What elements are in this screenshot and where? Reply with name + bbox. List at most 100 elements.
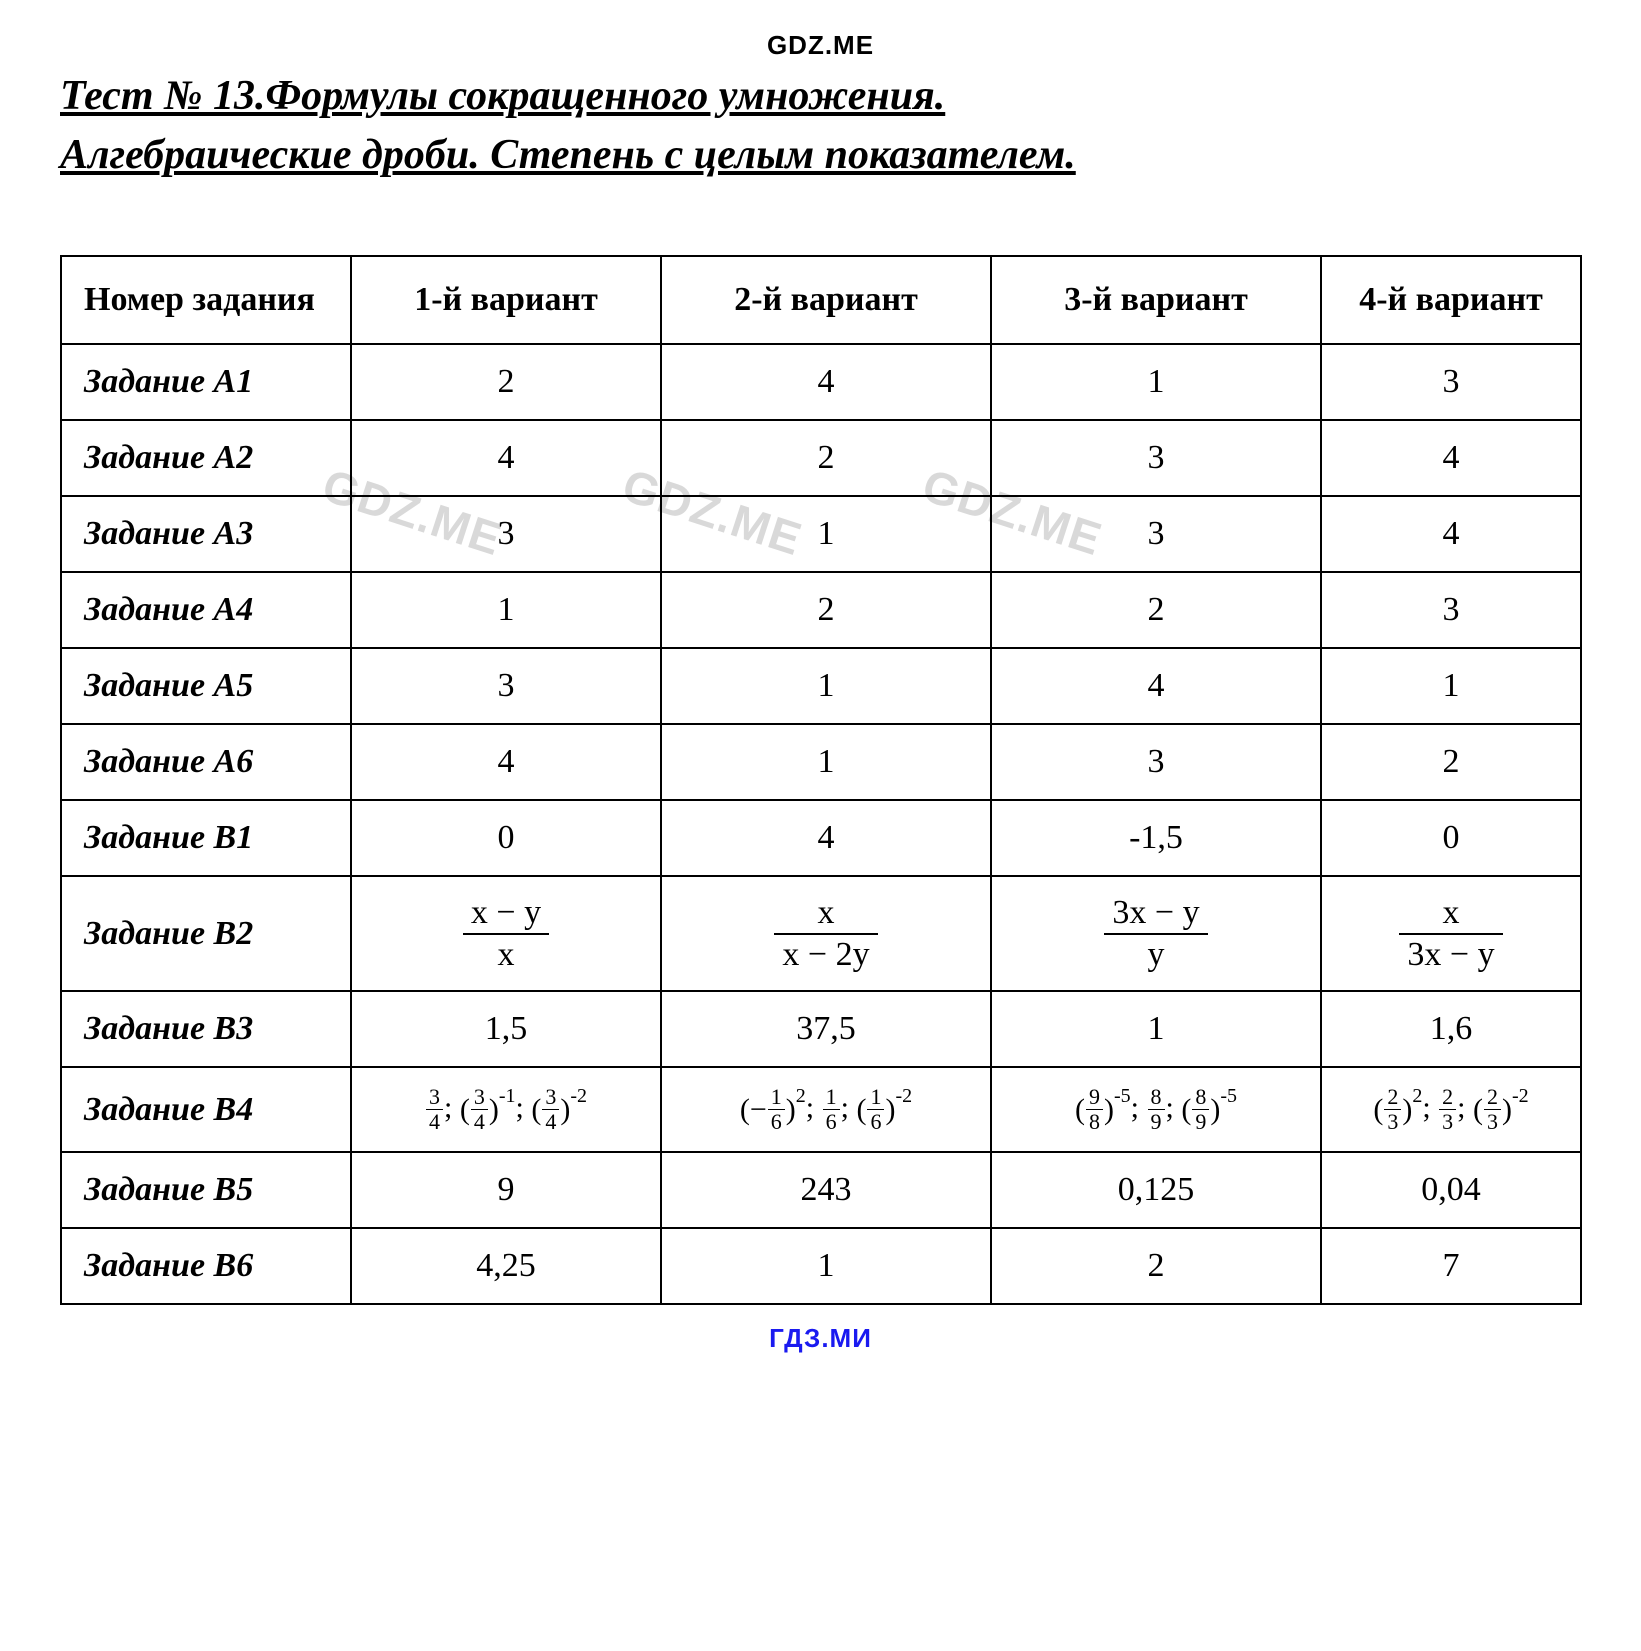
fraction: 89 bbox=[1192, 1086, 1209, 1133]
col-header-v1: 1-й вариант bbox=[351, 256, 661, 345]
table-cell: 34; (34)-1; (34)-2 bbox=[351, 1067, 661, 1152]
table-cell: 0,04 bbox=[1321, 1152, 1581, 1228]
table-cell: 1,6 bbox=[1321, 991, 1581, 1067]
task-label: Задание В2 bbox=[61, 876, 351, 991]
table-cell: x3x − y bbox=[1321, 876, 1581, 991]
table-cell: 2 bbox=[661, 572, 991, 648]
col-header-v4: 4-й вариант bbox=[1321, 256, 1581, 345]
col-header-task: Номер задания bbox=[61, 256, 351, 345]
table-row: Задание А33134 bbox=[61, 496, 1581, 572]
table-cell: 3 bbox=[1321, 572, 1581, 648]
table-cell: 7 bbox=[1321, 1228, 1581, 1304]
title-line-1: Тест № 13.Формулы сокращенного умножения… bbox=[60, 73, 945, 119]
task-label: Задание В4 bbox=[61, 1067, 351, 1152]
fraction: 34 bbox=[426, 1086, 443, 1133]
fraction: x − yx bbox=[463, 895, 549, 972]
table-cell: 1 bbox=[661, 496, 991, 572]
table-cell: 3x − yy bbox=[991, 876, 1321, 991]
table-cell: 1 bbox=[991, 991, 1321, 1067]
task-label: Задание В6 bbox=[61, 1228, 351, 1304]
table-cell: 2 bbox=[661, 420, 991, 496]
task-label: Задание В3 bbox=[61, 991, 351, 1067]
math-expression: x3x − y bbox=[1397, 913, 1504, 950]
page-title: Тест № 13.Формулы сокращенного умножения… bbox=[60, 67, 1581, 185]
task-label: Задание А1 bbox=[61, 344, 351, 420]
table-cell: 2 bbox=[991, 1228, 1321, 1304]
fraction: 16 bbox=[867, 1086, 884, 1133]
table-cell: 3 bbox=[991, 420, 1321, 496]
fraction: 23 bbox=[1384, 1086, 1401, 1133]
fraction: 3x − yy bbox=[1104, 895, 1207, 972]
fraction: 16 bbox=[768, 1086, 785, 1133]
table-row: Задание В64,25127 bbox=[61, 1228, 1581, 1304]
table-cell: 4 bbox=[991, 648, 1321, 724]
table-cell: 3 bbox=[991, 496, 1321, 572]
fraction: 23 bbox=[1439, 1086, 1456, 1133]
col-header-v3: 3-й вариант bbox=[991, 256, 1321, 345]
table-cell: (−16)2; 16; (16)-2 bbox=[661, 1067, 991, 1152]
table-row: Задание В104-1,50 bbox=[61, 800, 1581, 876]
table-cell: 1,5 bbox=[351, 991, 661, 1067]
table-cell: 4 bbox=[661, 344, 991, 420]
page: GDZ.ME Тест № 13.Формулы сокращенного ум… bbox=[0, 0, 1641, 1651]
fraction: 34 bbox=[542, 1086, 559, 1133]
table-cell: 4 bbox=[1321, 420, 1581, 496]
task-label: Задание А3 bbox=[61, 496, 351, 572]
math-expression: x − yx bbox=[461, 913, 551, 950]
table-header-row: Номер задания 1-й вариант 2-й вариант 3-… bbox=[61, 256, 1581, 345]
table-cell: 3 bbox=[991, 724, 1321, 800]
math-expression: xx − 2y bbox=[772, 913, 879, 950]
table-cell: x − yx bbox=[351, 876, 661, 991]
table-row: Задание В4 34; (34)-1; (34)-2 (−16)2; 16; … bbox=[61, 1067, 1581, 1152]
math-expression: 34; (34)-1; (34)-2 bbox=[425, 1091, 587, 1124]
fraction: 34 bbox=[471, 1086, 488, 1133]
table-cell: 2 bbox=[991, 572, 1321, 648]
table-cell: 4 bbox=[351, 420, 661, 496]
task-label: Задание А6 bbox=[61, 724, 351, 800]
table-row: Задание А64132 bbox=[61, 724, 1581, 800]
table-cell: 37,5 bbox=[661, 991, 991, 1067]
table-cell: 4,25 bbox=[351, 1228, 661, 1304]
table-cell: 1 bbox=[351, 572, 661, 648]
task-label: Задание В1 bbox=[61, 800, 351, 876]
fraction: 23 bbox=[1484, 1086, 1501, 1133]
table-cell: 4 bbox=[1321, 496, 1581, 572]
col-header-v2: 2-й вариант bbox=[661, 256, 991, 345]
math-expression: 3x − yy bbox=[1102, 913, 1209, 950]
task-label: Задание В5 bbox=[61, 1152, 351, 1228]
table-row: Задание А53141 bbox=[61, 648, 1581, 724]
table-row: Задание А24234 bbox=[61, 420, 1581, 496]
task-label: Задание А5 bbox=[61, 648, 351, 724]
table-cell: xx − 2y bbox=[661, 876, 991, 991]
table-cell: 2 bbox=[1321, 724, 1581, 800]
table-cell: 3 bbox=[351, 496, 661, 572]
table-cell: 3 bbox=[351, 648, 661, 724]
table-cell: 1 bbox=[661, 1228, 991, 1304]
fraction: xx − 2y bbox=[774, 895, 877, 972]
fraction: 16 bbox=[823, 1086, 840, 1133]
table-cell: 3 bbox=[1321, 344, 1581, 420]
table-cell: -1,5 bbox=[991, 800, 1321, 876]
table-cell: 4 bbox=[351, 724, 661, 800]
table-cell: 4 bbox=[661, 800, 991, 876]
watermark-top: GDZ.ME bbox=[60, 30, 1581, 61]
math-expression: (−16)2; 16; (16)-2 bbox=[740, 1091, 912, 1124]
fraction: 89 bbox=[1148, 1086, 1165, 1133]
table-cell: 0,125 bbox=[991, 1152, 1321, 1228]
task-label: Задание А4 bbox=[61, 572, 351, 648]
task-label: Задание А2 bbox=[61, 420, 351, 496]
table-cell: 1 bbox=[991, 344, 1321, 420]
fraction: 98 bbox=[1086, 1086, 1103, 1133]
table-cell: (23)2; 23; (23)-2 bbox=[1321, 1067, 1581, 1152]
title-line-2: Алгебраические дроби. Степень с целым по… bbox=[60, 132, 1076, 178]
table-cell: 1 bbox=[661, 724, 991, 800]
table-cell: 0 bbox=[1321, 800, 1581, 876]
table-wrapper: GDZ.MEGDZ.MEGDZ.ME Номер задания 1-й вар… bbox=[60, 255, 1581, 1306]
table-row: Задание В31,537,511,6 bbox=[61, 991, 1581, 1067]
table-cell: (98)-5; 89; (89)-5 bbox=[991, 1067, 1321, 1152]
table-cell: 243 bbox=[661, 1152, 991, 1228]
table-row: Задание А12413 bbox=[61, 344, 1581, 420]
table-body: Задание А12413Задание А24234Задание А331… bbox=[61, 344, 1581, 1304]
table-row: Задание А41223 bbox=[61, 572, 1581, 648]
math-expression: (98)-5; 89; (89)-5 bbox=[1075, 1091, 1237, 1124]
